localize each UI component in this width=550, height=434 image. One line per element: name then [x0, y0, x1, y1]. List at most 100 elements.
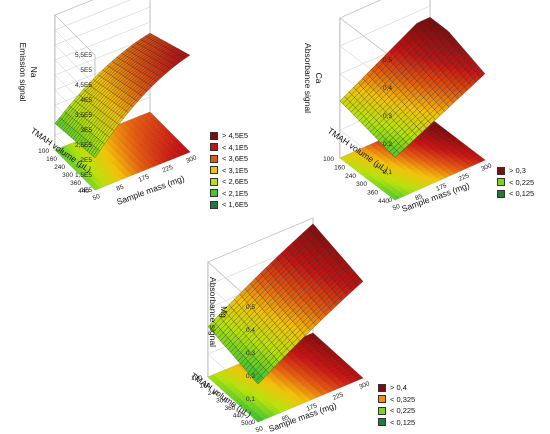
- surface-cell: [477, 70, 486, 79]
- x-tick-label: 300: [185, 154, 198, 165]
- z-tick-label: 2,5E5: [75, 142, 92, 149]
- grid-line: [339, 0, 396, 61]
- legend-label: < 0,125: [509, 189, 535, 199]
- z-axis-label: Na: [29, 67, 39, 78]
- grid-line: [54, 0, 131, 71]
- z-tick-label: 4,5E5: [75, 82, 92, 89]
- z-tick-label: 0,1: [246, 396, 255, 403]
- legend-label: < 4,1E5: [222, 142, 249, 152]
- z-axis-label: Absorbance signal: [303, 43, 313, 113]
- legend-item: < 3,1E5: [210, 165, 248, 177]
- surface-plot-a: 1E5 1,5E5 2E5 2,5E5 3E5 3,5E5 4E5 4,5E5 5E5 5,5E5…: [18, 0, 198, 207]
- surface-cell: [355, 278, 364, 287]
- z-tick-label: 0,5: [246, 304, 255, 311]
- legend-swatch: [378, 418, 386, 427]
- legend-item: < 2,1E5: [210, 188, 248, 200]
- z-tick-label: 0,1: [383, 169, 392, 176]
- z-tick-label: 0,4: [383, 85, 392, 92]
- z-tick-label: 3E5: [80, 127, 92, 134]
- z-axis-label: Emission signal: [18, 42, 28, 101]
- z-tick-label: 0,2: [383, 141, 392, 148]
- legend-swatch: [210, 131, 218, 140]
- legend-label: < 1,6E5: [222, 200, 249, 210]
- y-tick-label: 440: [78, 188, 89, 195]
- x-tick-label: 50: [392, 203, 402, 212]
- legend-swatch: [497, 166, 505, 175]
- y-tick-label: 100: [191, 375, 202, 382]
- legend-b: > 0,3 < 0,225 < 0,125: [497, 165, 534, 200]
- z-tick-label: 3,5E5: [75, 112, 92, 119]
- y-tick-label: 160: [199, 383, 210, 390]
- x-tick-label: 300: [358, 380, 371, 391]
- y-tick-label: 360: [70, 180, 81, 187]
- legend-item: < 0,325: [378, 394, 415, 406]
- legend-label: > 0,4: [390, 383, 407, 393]
- x-tick-label: 175: [306, 402, 319, 413]
- z-tick-label: 5E5: [80, 67, 92, 74]
- z-tick-label: 0,3: [383, 113, 392, 120]
- surface-plot-c: 00,10,20,30,40,5100160240300360440500508…: [189, 217, 371, 434]
- x-tick-label: 225: [458, 172, 471, 183]
- grid-line: [54, 6, 151, 86]
- floor-contour-cell: [306, 332, 317, 339]
- x-axis-label: Sample mass (mg): [115, 173, 186, 207]
- legend-swatch: [210, 177, 218, 186]
- legend-item: < 4,1E5: [210, 142, 248, 154]
- legend-item: < 0,225: [497, 177, 534, 189]
- y-tick-label: 360: [224, 405, 235, 412]
- grid-line: [54, 21, 151, 101]
- z-tick-label: 4E5: [80, 97, 92, 104]
- y-tick-label: 440: [378, 198, 389, 205]
- floor-contour-cell: [144, 111, 153, 117]
- y-tick-label: 300: [356, 181, 367, 188]
- legend-item: < 3,6E5: [210, 153, 248, 165]
- legend-label: > 4,5E5: [222, 131, 249, 141]
- z-axis-label: Ca: [314, 73, 324, 84]
- y-tick-label: 160: [334, 164, 345, 171]
- y-tick-label: 300: [216, 398, 227, 405]
- chart-panel-b: B 00,10,20,30,40,51001602403003604405085…: [275, 0, 550, 217]
- legend-item: < 0,225: [378, 405, 415, 417]
- z-tick-label: 1E5: [80, 187, 92, 194]
- x-tick-label: 175: [138, 173, 151, 184]
- x-tick-label: 85: [281, 414, 291, 423]
- x-tick-label: 225: [332, 391, 345, 402]
- z-tick-label: 0,4: [246, 327, 255, 334]
- legend-swatch: [210, 200, 218, 209]
- x-tick-label: 85: [414, 193, 424, 202]
- legend-label: < 2,1E5: [222, 188, 249, 198]
- z-tick-label: 0,3: [246, 350, 255, 357]
- z-tick-label: 2E5: [80, 157, 92, 164]
- z-axis-label: Mg: [219, 306, 229, 318]
- z-tick-label: 0,2: [246, 373, 255, 380]
- legend-swatch: [210, 189, 218, 198]
- y-tick-label: 240: [208, 390, 219, 397]
- legend-label: < 0,225: [509, 177, 535, 187]
- legend-swatch: [210, 166, 218, 175]
- grid-line: [54, 0, 96, 56]
- y-tick-label: 240: [54, 164, 65, 171]
- legend-swatch: [378, 383, 386, 392]
- legend-label: < 2,6E5: [222, 177, 249, 187]
- legend-item: > 0,4: [378, 382, 415, 394]
- x-tick-label: 50: [255, 425, 265, 434]
- y-tick-label: 160: [46, 156, 57, 163]
- y-tick-label: 100: [323, 156, 334, 163]
- legend-label: < 0,325: [390, 394, 416, 404]
- chart-panel-a: A 1E51,5E52E52,5E53E53,5E54E54,5E55E55,5…: [0, 0, 275, 217]
- surface-cell: [182, 53, 191, 59]
- legend-label: < 3,1E5: [222, 165, 249, 175]
- z-tick-label: 1,5E5: [75, 172, 92, 179]
- legend-swatch: [497, 189, 505, 198]
- legend-label: < 0,125: [390, 417, 416, 427]
- z-tick-label: 0: [388, 197, 392, 204]
- z-axis-label: Absorbance signal: [208, 277, 218, 347]
- legend-swatch: [497, 178, 505, 187]
- z-tick-label: 0,5: [383, 57, 392, 64]
- legend-swatch: [210, 143, 218, 152]
- x-tick-label: 50: [92, 193, 102, 202]
- z-tick-label: 5,5E5: [75, 52, 92, 59]
- legend-item: < 2,6E5: [210, 176, 248, 188]
- legend-item: > 0,3: [497, 165, 534, 177]
- y-tick-label: 240: [345, 173, 356, 180]
